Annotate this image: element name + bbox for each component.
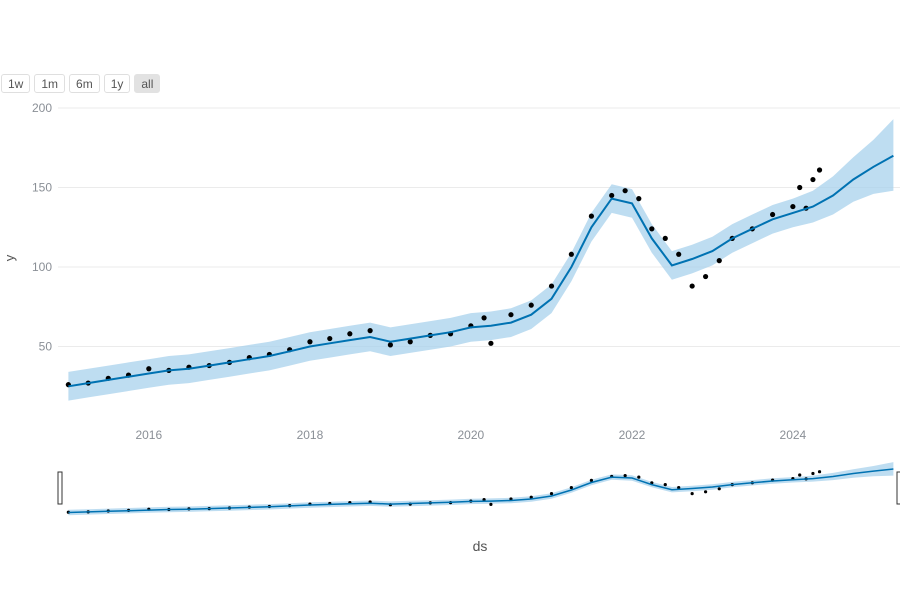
slider-point <box>569 486 573 490</box>
observed-point <box>622 188 628 194</box>
observed-point <box>702 273 709 280</box>
observed-points <box>65 167 823 388</box>
observed-point <box>568 251 574 257</box>
slider-left-handle[interactable] <box>57 471 63 505</box>
observed-point <box>662 235 668 241</box>
observed-point <box>488 340 494 346</box>
range-button-6m[interactable]: 6m <box>69 74 100 93</box>
slider-point <box>589 478 594 482</box>
y-tick-label: 100 <box>32 260 52 274</box>
slider-point <box>677 486 681 490</box>
observed-point <box>689 283 695 289</box>
observed-point <box>716 258 722 264</box>
observed-point <box>588 213 595 219</box>
observed-point <box>327 335 333 342</box>
observed-point <box>609 192 615 199</box>
slider-point <box>623 474 627 478</box>
observed-point <box>810 176 816 183</box>
grid <box>58 107 900 347</box>
slider-point <box>798 473 802 477</box>
observed-point <box>816 167 823 173</box>
y-axis-label: y <box>2 254 17 261</box>
slider-point <box>549 492 554 496</box>
slider-point <box>489 502 493 506</box>
observed-point <box>307 339 313 345</box>
observed-point <box>528 302 534 308</box>
slider-point <box>690 492 694 496</box>
forecast-line-layer <box>68 154 894 388</box>
forecast-line <box>68 154 894 388</box>
observed-point <box>769 211 776 218</box>
observed-point <box>367 328 373 334</box>
slider-band <box>68 462 894 516</box>
observed-point <box>548 283 555 289</box>
observed-point <box>790 203 796 210</box>
slider-point <box>817 470 822 474</box>
observed-point <box>407 339 413 345</box>
y-tick-label: 200 <box>32 101 52 115</box>
y-tick-label: 50 <box>39 340 53 354</box>
x-tick-label: 2022 <box>619 428 646 442</box>
observed-point <box>146 366 152 372</box>
x-axis-label: ds <box>473 538 488 554</box>
slider-point <box>811 471 815 476</box>
range-button-all[interactable]: all <box>134 74 161 93</box>
observed-point <box>676 251 682 257</box>
x-tick-label: 2016 <box>135 428 162 442</box>
slider-point <box>529 495 533 499</box>
y-tick-label: 150 <box>32 181 52 195</box>
y-tick-labels: 50 100 150 200 <box>32 101 52 354</box>
x-tick-label: 2018 <box>297 428 324 442</box>
x-tick-label: 2020 <box>457 428 484 442</box>
observed-point <box>347 331 353 337</box>
slider-forecast-line <box>68 468 894 514</box>
slider-line <box>68 468 894 514</box>
slider-point <box>663 483 667 487</box>
range-button-1m[interactable]: 1m <box>34 74 66 93</box>
x-tick-label: 2024 <box>780 428 807 442</box>
slider-point <box>482 498 486 502</box>
slider-right-handle[interactable] <box>896 471 900 505</box>
range-button-1y[interactable]: 1y <box>103 74 131 93</box>
uncertainty-band <box>68 119 894 401</box>
observed-point <box>481 315 487 321</box>
slider-band-area <box>68 462 894 516</box>
x-tick-labels: 2016 2018 2020 2022 2024 <box>135 428 806 442</box>
range-selector: 1w 1m 6m 1y all <box>1 74 161 93</box>
slider-point <box>703 490 708 494</box>
range-button-1w[interactable]: 1w <box>1 74 31 93</box>
observed-point <box>508 312 514 318</box>
observed-point <box>649 226 655 232</box>
uncertainty-band-area <box>68 119 894 401</box>
slider-point <box>717 487 721 491</box>
observed-point <box>797 184 803 191</box>
observed-point <box>636 196 642 202</box>
observed-point <box>387 342 393 348</box>
range-slider[interactable] <box>57 462 900 516</box>
slider-point <box>637 475 641 479</box>
